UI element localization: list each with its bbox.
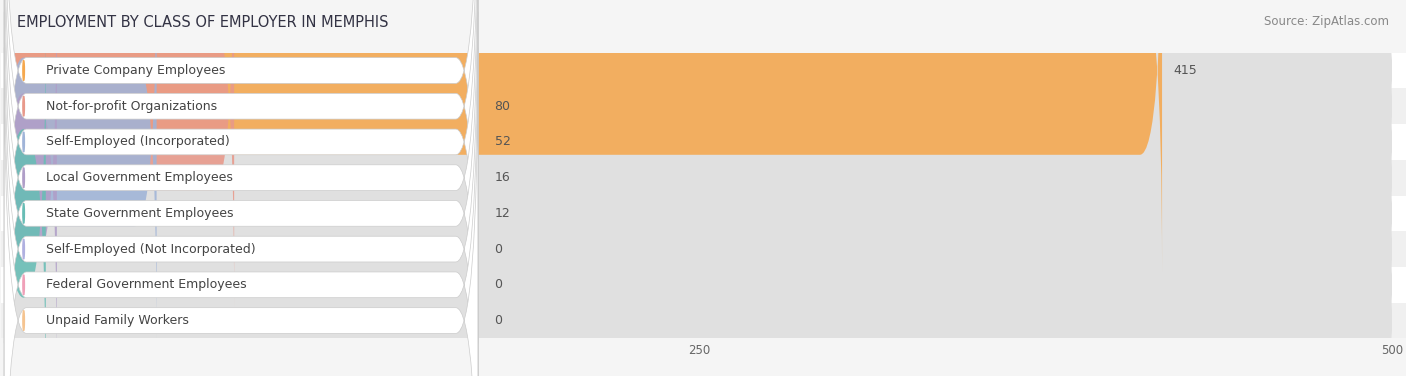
FancyBboxPatch shape [1,0,1398,308]
FancyBboxPatch shape [1,196,1406,231]
FancyBboxPatch shape [1,83,1398,376]
Text: 0: 0 [495,278,502,291]
Circle shape [22,311,24,331]
FancyBboxPatch shape [1,0,156,343]
Circle shape [22,239,24,259]
FancyBboxPatch shape [1,267,1406,303]
Text: EMPLOYMENT BY CLASS OF EMPLOYER IN MEMPHIS: EMPLOYMENT BY CLASS OF EMPLOYER IN MEMPH… [17,15,388,30]
Circle shape [22,275,24,295]
Text: 16: 16 [495,171,510,184]
Text: Self-Employed (Incorporated): Self-Employed (Incorporated) [46,135,229,149]
FancyBboxPatch shape [4,0,478,343]
FancyBboxPatch shape [1,0,1161,272]
FancyBboxPatch shape [4,0,478,376]
FancyBboxPatch shape [1,231,1406,267]
FancyBboxPatch shape [1,12,1398,376]
FancyBboxPatch shape [1,88,1406,124]
Text: 80: 80 [495,100,510,113]
Circle shape [22,132,24,152]
Text: Unpaid Family Workers: Unpaid Family Workers [46,314,188,327]
Text: Federal Government Employees: Federal Government Employees [46,278,246,291]
FancyBboxPatch shape [1,303,1406,338]
FancyBboxPatch shape [1,48,1398,376]
FancyBboxPatch shape [4,48,478,376]
FancyBboxPatch shape [4,0,478,376]
Circle shape [22,96,24,116]
FancyBboxPatch shape [1,160,1406,196]
FancyBboxPatch shape [1,119,1398,376]
Text: Private Company Employees: Private Company Employees [46,64,225,77]
Text: 0: 0 [495,243,502,256]
FancyBboxPatch shape [1,0,1398,343]
Text: Source: ZipAtlas.com: Source: ZipAtlas.com [1264,15,1389,28]
Text: State Government Employees: State Government Employees [46,207,233,220]
Text: 12: 12 [495,207,510,220]
Circle shape [22,203,24,223]
Text: 0: 0 [495,314,502,327]
FancyBboxPatch shape [4,12,478,376]
FancyBboxPatch shape [4,0,478,376]
FancyBboxPatch shape [1,53,1406,88]
FancyBboxPatch shape [1,0,235,308]
FancyBboxPatch shape [1,0,56,376]
Text: Local Government Employees: Local Government Employees [46,171,232,184]
FancyBboxPatch shape [1,0,1398,272]
FancyBboxPatch shape [1,12,46,376]
Text: Self-Employed (Not Incorporated): Self-Employed (Not Incorporated) [46,243,256,256]
Text: 415: 415 [1173,64,1197,77]
Circle shape [22,61,24,80]
FancyBboxPatch shape [1,124,1406,160]
Text: Not-for-profit Organizations: Not-for-profit Organizations [46,100,217,113]
Circle shape [22,168,24,188]
FancyBboxPatch shape [4,0,478,376]
FancyBboxPatch shape [4,0,478,376]
Text: 52: 52 [495,135,510,149]
